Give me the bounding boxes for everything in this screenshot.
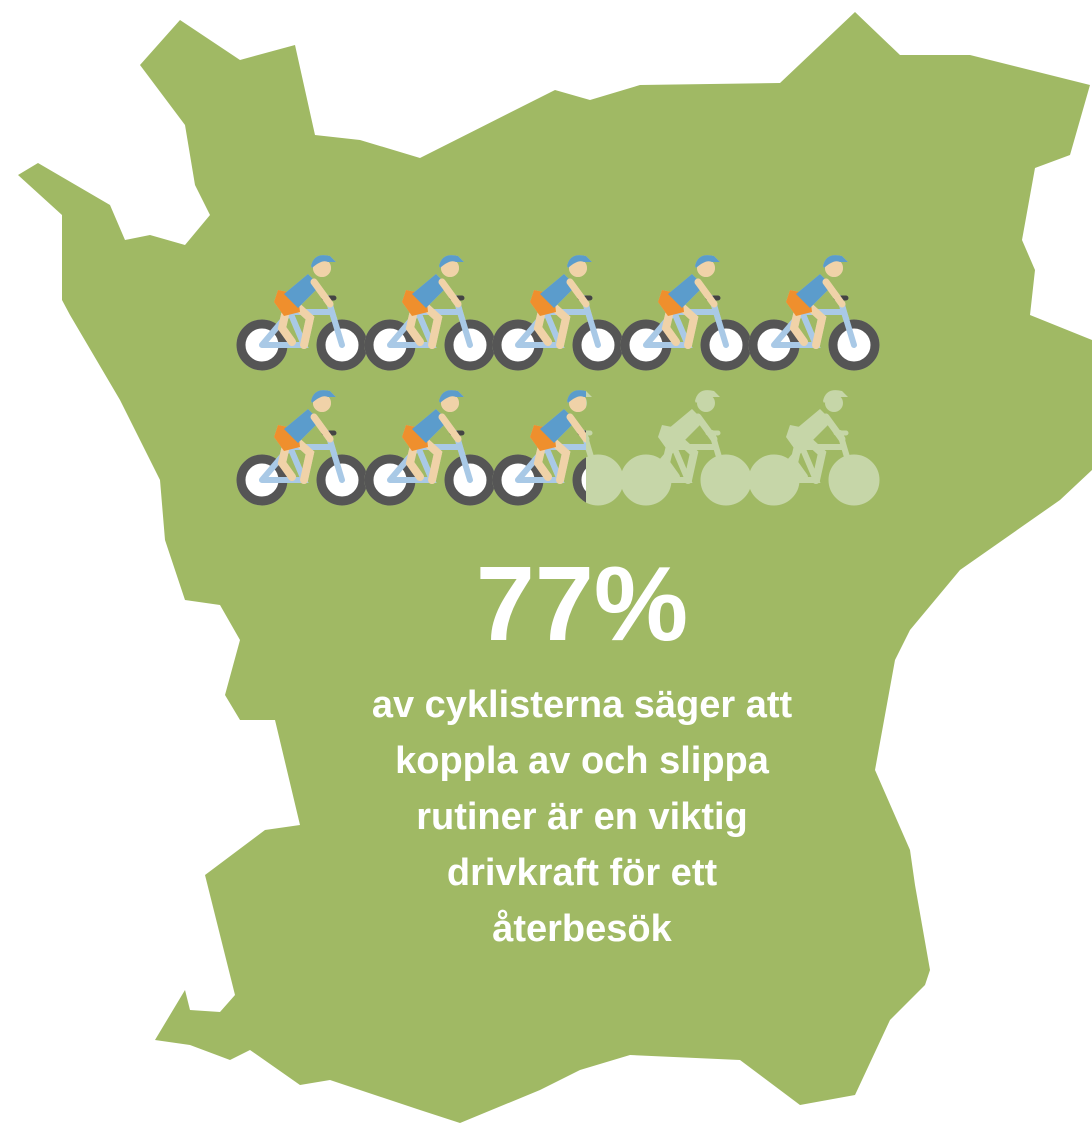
helmet bbox=[311, 390, 336, 403]
value-label: 77% bbox=[476, 545, 688, 663]
cyclist-icon bbox=[364, 390, 496, 506]
arm bbox=[310, 413, 334, 443]
cyclist-filled bbox=[236, 390, 368, 506]
cyclist-faded bbox=[748, 390, 880, 506]
helmet bbox=[311, 255, 336, 268]
arm bbox=[310, 278, 334, 308]
arm bbox=[438, 278, 462, 308]
cyclist-filled bbox=[492, 390, 586, 506]
cyclist-filled bbox=[236, 255, 368, 371]
arm bbox=[438, 413, 462, 443]
arm bbox=[566, 413, 586, 443]
cyclist-faded bbox=[620, 390, 752, 506]
cyclist-filled bbox=[364, 255, 496, 371]
cyclist-icon bbox=[364, 255, 496, 371]
cyclist-icon bbox=[748, 255, 880, 371]
cyclist-icon bbox=[748, 390, 880, 506]
helmet bbox=[823, 390, 848, 403]
helmet bbox=[439, 390, 464, 403]
description-line: återbesök bbox=[492, 908, 672, 950]
pictogram bbox=[236, 255, 880, 506]
description: av cyklisterna säger att koppla av och sl… bbox=[372, 684, 793, 950]
description-line: rutiner är en viktig bbox=[416, 796, 748, 838]
helmet bbox=[567, 390, 586, 403]
helmet bbox=[823, 255, 848, 268]
cyclist-icon bbox=[236, 390, 368, 506]
description-line: koppla av och slippa bbox=[395, 740, 770, 782]
arm bbox=[694, 278, 718, 308]
description-line: drivkraft för ett bbox=[447, 852, 718, 894]
helmet bbox=[695, 390, 720, 403]
cyclist-icon bbox=[236, 255, 368, 371]
wheel bbox=[572, 457, 586, 503]
cyclist-icon bbox=[620, 390, 752, 506]
arm bbox=[694, 413, 718, 443]
cyclist-filled bbox=[364, 390, 496, 506]
description-line: av cyklisterna säger att bbox=[372, 684, 793, 726]
arm bbox=[822, 413, 846, 443]
cyclist-icon bbox=[492, 390, 624, 506]
arm bbox=[566, 278, 590, 308]
arm bbox=[822, 278, 846, 308]
helmet bbox=[567, 255, 592, 268]
cyclist-icon bbox=[620, 255, 752, 371]
cyclist-filled bbox=[620, 255, 752, 371]
cyclist-filled bbox=[492, 255, 624, 371]
cyclist-filled bbox=[748, 255, 880, 371]
helmet bbox=[439, 255, 464, 268]
cyclist-icon bbox=[492, 255, 624, 371]
helmet bbox=[695, 255, 720, 268]
